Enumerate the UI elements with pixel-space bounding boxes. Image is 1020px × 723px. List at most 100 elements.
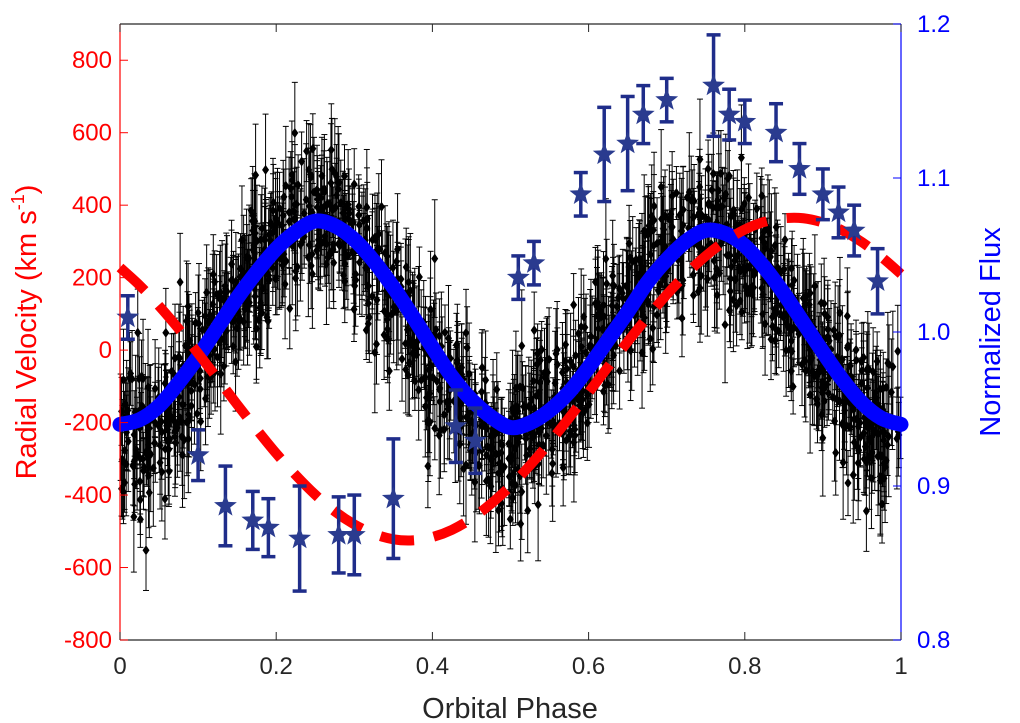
- left-axis-title-sup: -1: [8, 194, 28, 210]
- flux-point: [255, 288, 263, 351]
- flux-point: [517, 486, 525, 562]
- rv-point: [214, 464, 237, 548]
- right-axis-title: Normalized Flux: [975, 227, 1007, 437]
- rv-point: [463, 406, 487, 476]
- right-tick-label: 0.9: [917, 473, 950, 500]
- x-tick-label: 0: [113, 653, 126, 680]
- rv-point: [866, 246, 889, 316]
- rv-point: [827, 185, 850, 240]
- flux-point: [535, 379, 543, 485]
- left-tick-label: 800: [72, 47, 112, 74]
- x-tick-label: 0.8: [728, 653, 761, 680]
- flux-point: [362, 300, 370, 361]
- flux-point: [738, 283, 746, 341]
- flux-point: [689, 234, 697, 315]
- flux-point: [335, 201, 343, 288]
- x-tick-label: 1: [894, 653, 907, 680]
- flux-point: [398, 316, 406, 402]
- flux-point: [799, 237, 807, 359]
- flux-point: [244, 248, 252, 366]
- tick-labels: 0 0.2 0.4 0.6 0.8 1 -800 -600 -400 -200 0 200 400 600…: [64, 11, 950, 680]
- rv-point: [506, 254, 530, 302]
- flux-point: [782, 303, 790, 397]
- flux-point: [549, 405, 557, 522]
- flux-point: [881, 411, 889, 524]
- rv-point: [241, 489, 265, 552]
- left-tick-label: 400: [72, 192, 112, 219]
- flux-point: [603, 238, 611, 329]
- flux-point: [165, 408, 173, 471]
- rv-point: [327, 495, 351, 575]
- flux-model-layer: [112, 213, 909, 436]
- left-axis-title-prefix: Radial Velocity (km s: [11, 210, 43, 479]
- x-tick-label: 0.2: [260, 653, 293, 680]
- rv-point: [631, 83, 655, 146]
- flux-point: [694, 206, 702, 286]
- flux-point: [862, 470, 870, 552]
- flux-point: [371, 291, 379, 414]
- flux-point: [142, 509, 150, 591]
- left-axis-title-suffix: ): [11, 185, 43, 195]
- flux-point: [329, 186, 337, 303]
- rv-point: [522, 239, 546, 287]
- flux-point: [753, 172, 761, 245]
- flux-point: [602, 198, 610, 320]
- flux-point: [726, 197, 734, 313]
- flux-point: [516, 354, 524, 419]
- flux-point: [506, 488, 514, 550]
- flux-point: [127, 341, 135, 406]
- flux-point: [144, 328, 152, 446]
- flux-point: [513, 354, 521, 459]
- flux-point: [286, 267, 294, 350]
- x-tick-label: 0.4: [416, 653, 449, 680]
- flux-points-layer: [117, 81, 904, 591]
- flux-point: [291, 144, 299, 266]
- rv-point: [811, 167, 835, 222]
- flux-point: [462, 288, 470, 377]
- flux-point: [156, 415, 164, 510]
- flux-point: [725, 140, 733, 211]
- left-tick-label: -200: [64, 410, 112, 437]
- rv-point: [256, 496, 280, 559]
- flux-point: [344, 201, 352, 311]
- flux-point: [545, 307, 553, 412]
- flux-point: [424, 423, 432, 509]
- flux-point: [131, 455, 139, 513]
- flux-point: [350, 148, 358, 221]
- flux-point: [264, 283, 272, 360]
- rv-point: [842, 203, 866, 258]
- rv-point: [116, 294, 140, 341]
- flux-point: [650, 151, 658, 261]
- flux-point: [771, 306, 779, 374]
- flux-point: [518, 443, 526, 540]
- flux-point: [678, 278, 686, 358]
- flux-point: [288, 120, 296, 229]
- x-tick-label: 0.6: [572, 653, 605, 680]
- left-tick-label: 0: [99, 337, 112, 364]
- rv-point: [592, 105, 616, 204]
- flux-model-curve: [112, 213, 909, 436]
- flux-point: [490, 396, 498, 468]
- flux-point: [508, 401, 516, 512]
- right-tick-label: 1.1: [917, 165, 950, 192]
- left-axis-title: Radial Velocity (km s-1): [8, 185, 43, 480]
- left-tick-label: -600: [64, 555, 112, 582]
- flux-point: [580, 274, 588, 359]
- flux-point: [323, 161, 331, 247]
- tick-marks: [119, 23, 902, 641]
- flux-point: [894, 304, 902, 398]
- flux-point: [721, 266, 729, 384]
- flux-point: [298, 203, 306, 281]
- rv-point: [444, 388, 468, 465]
- right-tick-label: 1.2: [917, 11, 950, 38]
- flux-point: [855, 399, 863, 502]
- rv-point: [186, 428, 210, 483]
- rv-points-layer: [116, 33, 889, 593]
- flux-point: [119, 459, 127, 525]
- flux-point: [431, 396, 439, 461]
- rv-point: [733, 98, 757, 146]
- left-tick-label: -800: [64, 627, 112, 654]
- rv-point: [702, 33, 725, 139]
- flux-point: [599, 276, 607, 382]
- flux-point: [767, 193, 775, 309]
